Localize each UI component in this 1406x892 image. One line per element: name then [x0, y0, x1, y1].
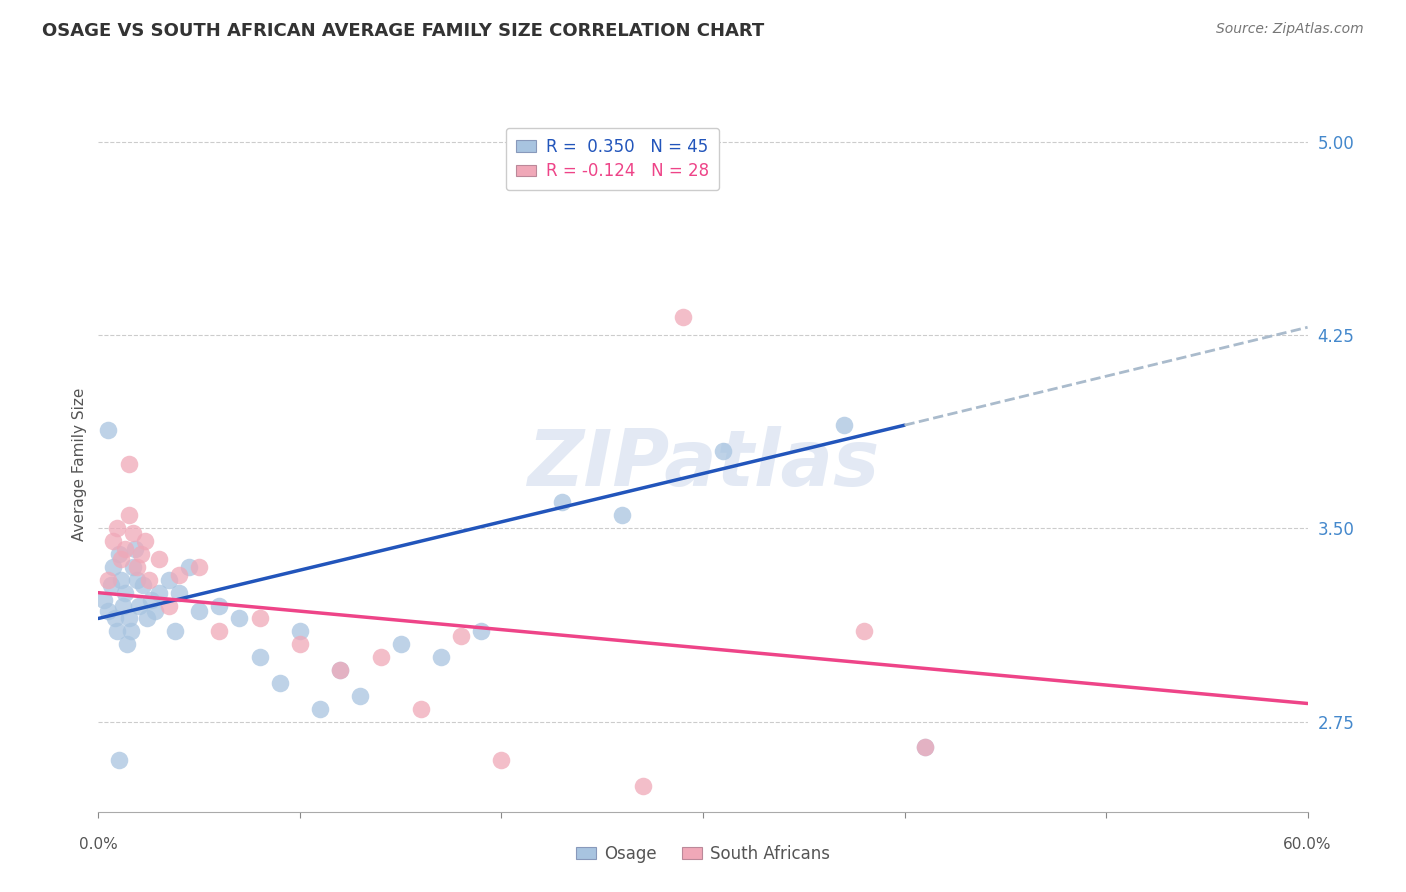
Point — [107, 753, 129, 767]
Legend: Osage, South Africans: Osage, South Africans — [569, 838, 837, 870]
Point — [101, 534, 124, 549]
Point — [135, 611, 157, 625]
Point — [288, 624, 311, 639]
Point — [124, 541, 146, 556]
Point — [114, 585, 136, 599]
Point — [138, 573, 160, 587]
Text: ZIPatlas: ZIPatlas — [527, 425, 879, 502]
Text: Source: ZipAtlas.com: Source: ZipAtlas.com — [1216, 22, 1364, 37]
Point — [125, 573, 148, 587]
Point — [110, 552, 132, 566]
Point — [269, 676, 291, 690]
Point — [470, 624, 492, 639]
Point — [450, 630, 472, 644]
Point — [288, 637, 311, 651]
Point — [105, 521, 128, 535]
Point — [430, 650, 453, 665]
Point — [409, 701, 432, 715]
Point — [249, 650, 271, 665]
Point — [121, 526, 143, 541]
Point — [110, 573, 132, 587]
Point — [111, 599, 134, 613]
Point — [129, 547, 152, 561]
Point — [188, 560, 211, 574]
Text: OSAGE VS SOUTH AFRICAN AVERAGE FAMILY SIZE CORRELATION CHART: OSAGE VS SOUTH AFRICAN AVERAGE FAMILY SI… — [42, 22, 765, 40]
Point — [914, 740, 936, 755]
Point — [105, 624, 128, 639]
Point — [101, 560, 124, 574]
Point — [179, 560, 201, 574]
Point — [118, 457, 141, 471]
Point — [157, 599, 180, 613]
Point — [309, 701, 332, 715]
Point — [349, 689, 371, 703]
Point — [97, 604, 120, 618]
Point — [97, 423, 120, 437]
Point — [389, 637, 412, 651]
Point — [121, 560, 143, 574]
Point — [853, 624, 876, 639]
Text: 60.0%: 60.0% — [1284, 838, 1331, 853]
Point — [118, 508, 141, 523]
Point — [120, 624, 142, 639]
Text: 0.0%: 0.0% — [79, 838, 118, 853]
Point — [832, 418, 855, 433]
Point — [132, 578, 155, 592]
Point — [163, 624, 186, 639]
Point — [114, 541, 136, 556]
Point — [100, 578, 122, 592]
Point — [672, 310, 695, 324]
Y-axis label: Average Family Size: Average Family Size — [72, 387, 87, 541]
Point — [148, 585, 170, 599]
Point — [612, 508, 634, 523]
Point — [157, 573, 180, 587]
Point — [249, 611, 271, 625]
Point — [631, 779, 654, 793]
Point — [139, 593, 162, 607]
Point — [491, 753, 513, 767]
Point — [329, 663, 352, 677]
Point — [115, 637, 138, 651]
Point — [370, 650, 392, 665]
Point — [551, 495, 574, 509]
Point — [711, 444, 734, 458]
Point — [188, 604, 211, 618]
Point — [125, 560, 148, 574]
Point — [128, 599, 150, 613]
Point — [143, 604, 166, 618]
Point — [228, 611, 250, 625]
Point — [93, 593, 115, 607]
Point — [134, 534, 156, 549]
Point — [208, 624, 231, 639]
Point — [103, 611, 125, 625]
Point — [97, 573, 120, 587]
Point — [914, 740, 936, 755]
Point — [329, 663, 352, 677]
Point — [107, 547, 129, 561]
Point — [148, 552, 170, 566]
Point — [167, 585, 190, 599]
Point — [118, 611, 141, 625]
Point — [208, 599, 231, 613]
Point — [167, 567, 190, 582]
